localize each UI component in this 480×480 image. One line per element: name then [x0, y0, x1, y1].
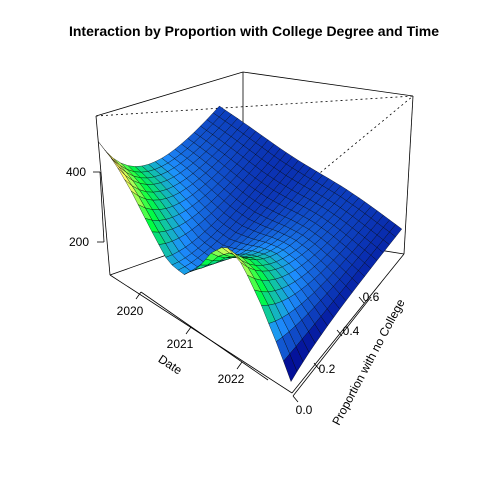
x-tick — [185, 326, 192, 335]
surface-facet — [105, 151, 121, 166]
box-edge-hidden — [308, 95, 414, 183]
y-tick — [313, 362, 320, 370]
x-tick — [236, 361, 243, 370]
z-axis — [93, 171, 105, 243]
z-tick-label: 200 — [69, 235, 89, 249]
box-edge — [291, 253, 405, 394]
y-tick — [358, 296, 365, 304]
x-tick — [135, 291, 142, 300]
x-axis-label: Date — [156, 352, 185, 378]
y-axis-line — [292, 296, 372, 397]
surface-facet — [283, 353, 298, 383]
surface-mesh — [98, 105, 403, 383]
y-tick-label: 0.2 — [319, 362, 336, 376]
y-tick — [292, 395, 299, 403]
y-tick-label: 0.0 — [296, 403, 313, 417]
x-tick-label: 2021 — [167, 337, 194, 351]
x-axis-line — [140, 291, 269, 381]
box-edge — [403, 95, 414, 255]
z-tick-label: 400 — [66, 165, 86, 179]
box-edge — [95, 71, 244, 117]
x-tick-label: 2022 — [218, 372, 245, 386]
x-tick-label: 2020 — [117, 304, 144, 318]
box-edge-hidden — [95, 95, 414, 117]
box-edge — [242, 71, 414, 97]
y-tick-label: 0.6 — [363, 290, 380, 304]
y-tick — [336, 329, 343, 337]
box-edge — [95, 115, 111, 276]
y-axis-label: Proportion with no College — [329, 296, 408, 427]
chart-title: Interaction by Proportion with College D… — [69, 23, 439, 39]
z-axis-line — [99, 171, 105, 243]
y-axis — [292, 296, 372, 403]
y-tick-label: 0.4 — [343, 324, 360, 338]
x-axis — [135, 291, 269, 381]
